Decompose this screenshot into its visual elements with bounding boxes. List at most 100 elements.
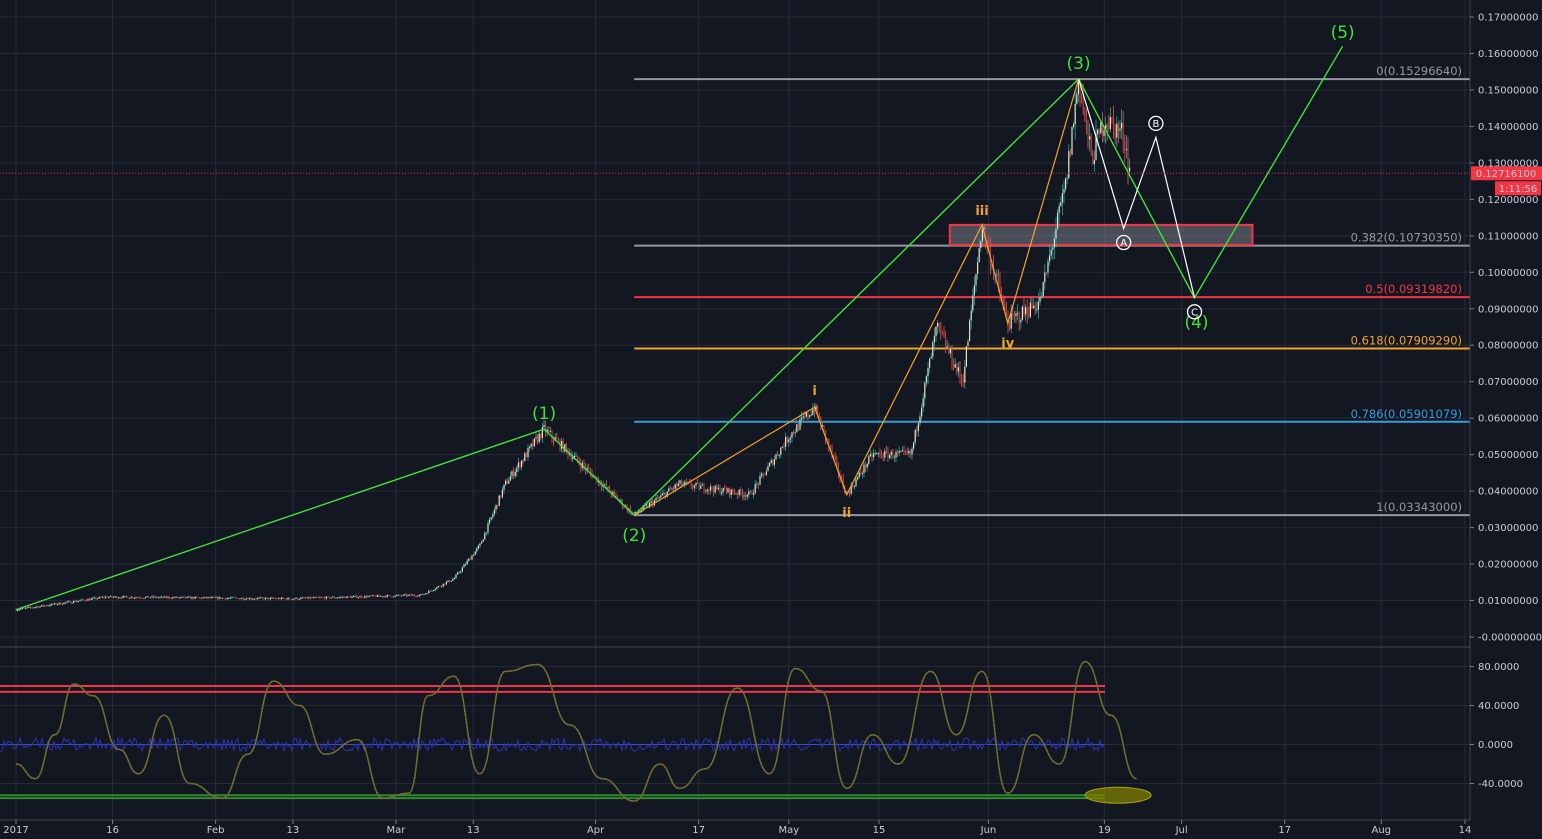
candle-body bbox=[161, 596, 163, 598]
candle-body bbox=[941, 331, 943, 334]
candle-body bbox=[53, 603, 55, 605]
y-tick-label: 0.05000000 bbox=[1478, 450, 1538, 461]
candle-body bbox=[1045, 272, 1047, 274]
candle-body bbox=[1052, 247, 1054, 250]
candle-body bbox=[201, 597, 203, 599]
candle-body bbox=[119, 597, 121, 599]
candle-body bbox=[737, 493, 739, 495]
candle-body bbox=[620, 500, 622, 502]
candle-body bbox=[173, 597, 175, 599]
candle-body bbox=[724, 487, 726, 490]
candle-body bbox=[407, 594, 409, 597]
candle-body bbox=[1069, 151, 1071, 155]
candle-body bbox=[117, 597, 119, 599]
candle-body bbox=[714, 485, 716, 493]
candle-body bbox=[1031, 302, 1033, 309]
candle-body bbox=[836, 459, 838, 464]
candle-body bbox=[681, 480, 683, 486]
candle-body bbox=[717, 487, 719, 490]
candle-body bbox=[130, 596, 132, 598]
candle-body bbox=[89, 598, 91, 601]
candle-body bbox=[583, 462, 585, 467]
candle-body bbox=[482, 539, 484, 542]
candle-body bbox=[756, 483, 758, 485]
candle-body bbox=[226, 598, 228, 600]
candle-body bbox=[204, 596, 206, 598]
candle-body bbox=[141, 597, 143, 599]
candle-body bbox=[1103, 130, 1105, 136]
candle-body bbox=[113, 596, 115, 598]
candle-body bbox=[1061, 193, 1063, 203]
candle-body bbox=[594, 475, 596, 477]
candle-body bbox=[852, 485, 854, 487]
candle-body bbox=[759, 476, 761, 485]
candle-body bbox=[402, 594, 404, 596]
candle-body bbox=[149, 597, 151, 599]
candle-body bbox=[92, 597, 94, 599]
candle-body bbox=[370, 595, 372, 597]
candle-body bbox=[301, 597, 303, 599]
candle-body bbox=[1055, 228, 1057, 239]
candle-body bbox=[865, 464, 867, 468]
candle-body bbox=[1068, 151, 1070, 178]
candle-body bbox=[685, 481, 687, 483]
candle-body bbox=[572, 457, 574, 459]
candle-body bbox=[76, 601, 78, 603]
candle-body bbox=[893, 457, 895, 459]
y-tick-label: 0.12000000 bbox=[1478, 195, 1538, 206]
wave-label-c: C bbox=[1191, 307, 1198, 318]
candle-body bbox=[186, 596, 188, 598]
candle-body bbox=[473, 555, 475, 556]
candle-body bbox=[679, 480, 681, 484]
candle-body bbox=[396, 595, 398, 597]
candle-body bbox=[317, 597, 319, 599]
candle-body bbox=[487, 523, 489, 533]
candle-body bbox=[789, 437, 791, 440]
candle-body bbox=[1113, 118, 1115, 124]
candle-body bbox=[1127, 148, 1129, 172]
candle-body bbox=[237, 598, 239, 600]
candle-body bbox=[957, 367, 959, 372]
candle-body bbox=[727, 488, 729, 493]
candle-body bbox=[815, 405, 817, 412]
candle-body bbox=[767, 466, 769, 472]
candle-body bbox=[692, 486, 694, 488]
candle-body bbox=[1047, 261, 1049, 273]
y-tick-label: 0.11000000 bbox=[1478, 231, 1538, 242]
candle-body bbox=[52, 603, 54, 605]
candle-body bbox=[802, 416, 804, 418]
candle-body bbox=[765, 471, 767, 475]
candle-body bbox=[983, 227, 985, 230]
candle-body bbox=[705, 491, 707, 492]
candle-body bbox=[804, 416, 806, 418]
candle-body bbox=[490, 517, 492, 520]
candle-body bbox=[503, 484, 505, 490]
candle-body bbox=[399, 594, 401, 596]
candle-body bbox=[810, 414, 812, 416]
candle-body bbox=[409, 594, 411, 596]
candle-body bbox=[801, 417, 803, 420]
candle-body bbox=[405, 594, 407, 597]
candle-body bbox=[436, 587, 438, 589]
candle-body bbox=[972, 295, 974, 311]
candle-body bbox=[325, 596, 327, 599]
candle-body bbox=[369, 595, 371, 597]
candle-body bbox=[757, 483, 759, 485]
candle-body bbox=[901, 450, 903, 452]
candle-body bbox=[613, 491, 615, 494]
candle-body bbox=[359, 596, 361, 598]
candle-body bbox=[249, 598, 251, 600]
candle-body bbox=[65, 602, 67, 604]
candle-body bbox=[34, 607, 36, 608]
candle-body bbox=[642, 505, 644, 511]
candle-body bbox=[1093, 160, 1095, 164]
candle-body bbox=[449, 580, 451, 582]
candle-body bbox=[506, 480, 508, 484]
candle-body bbox=[210, 597, 212, 598]
candle-body bbox=[244, 599, 246, 601]
candle-body bbox=[1009, 326, 1011, 329]
candle-body bbox=[826, 439, 828, 441]
candle-body bbox=[212, 597, 214, 598]
candle-body bbox=[781, 446, 783, 448]
candle-body bbox=[753, 493, 755, 495]
